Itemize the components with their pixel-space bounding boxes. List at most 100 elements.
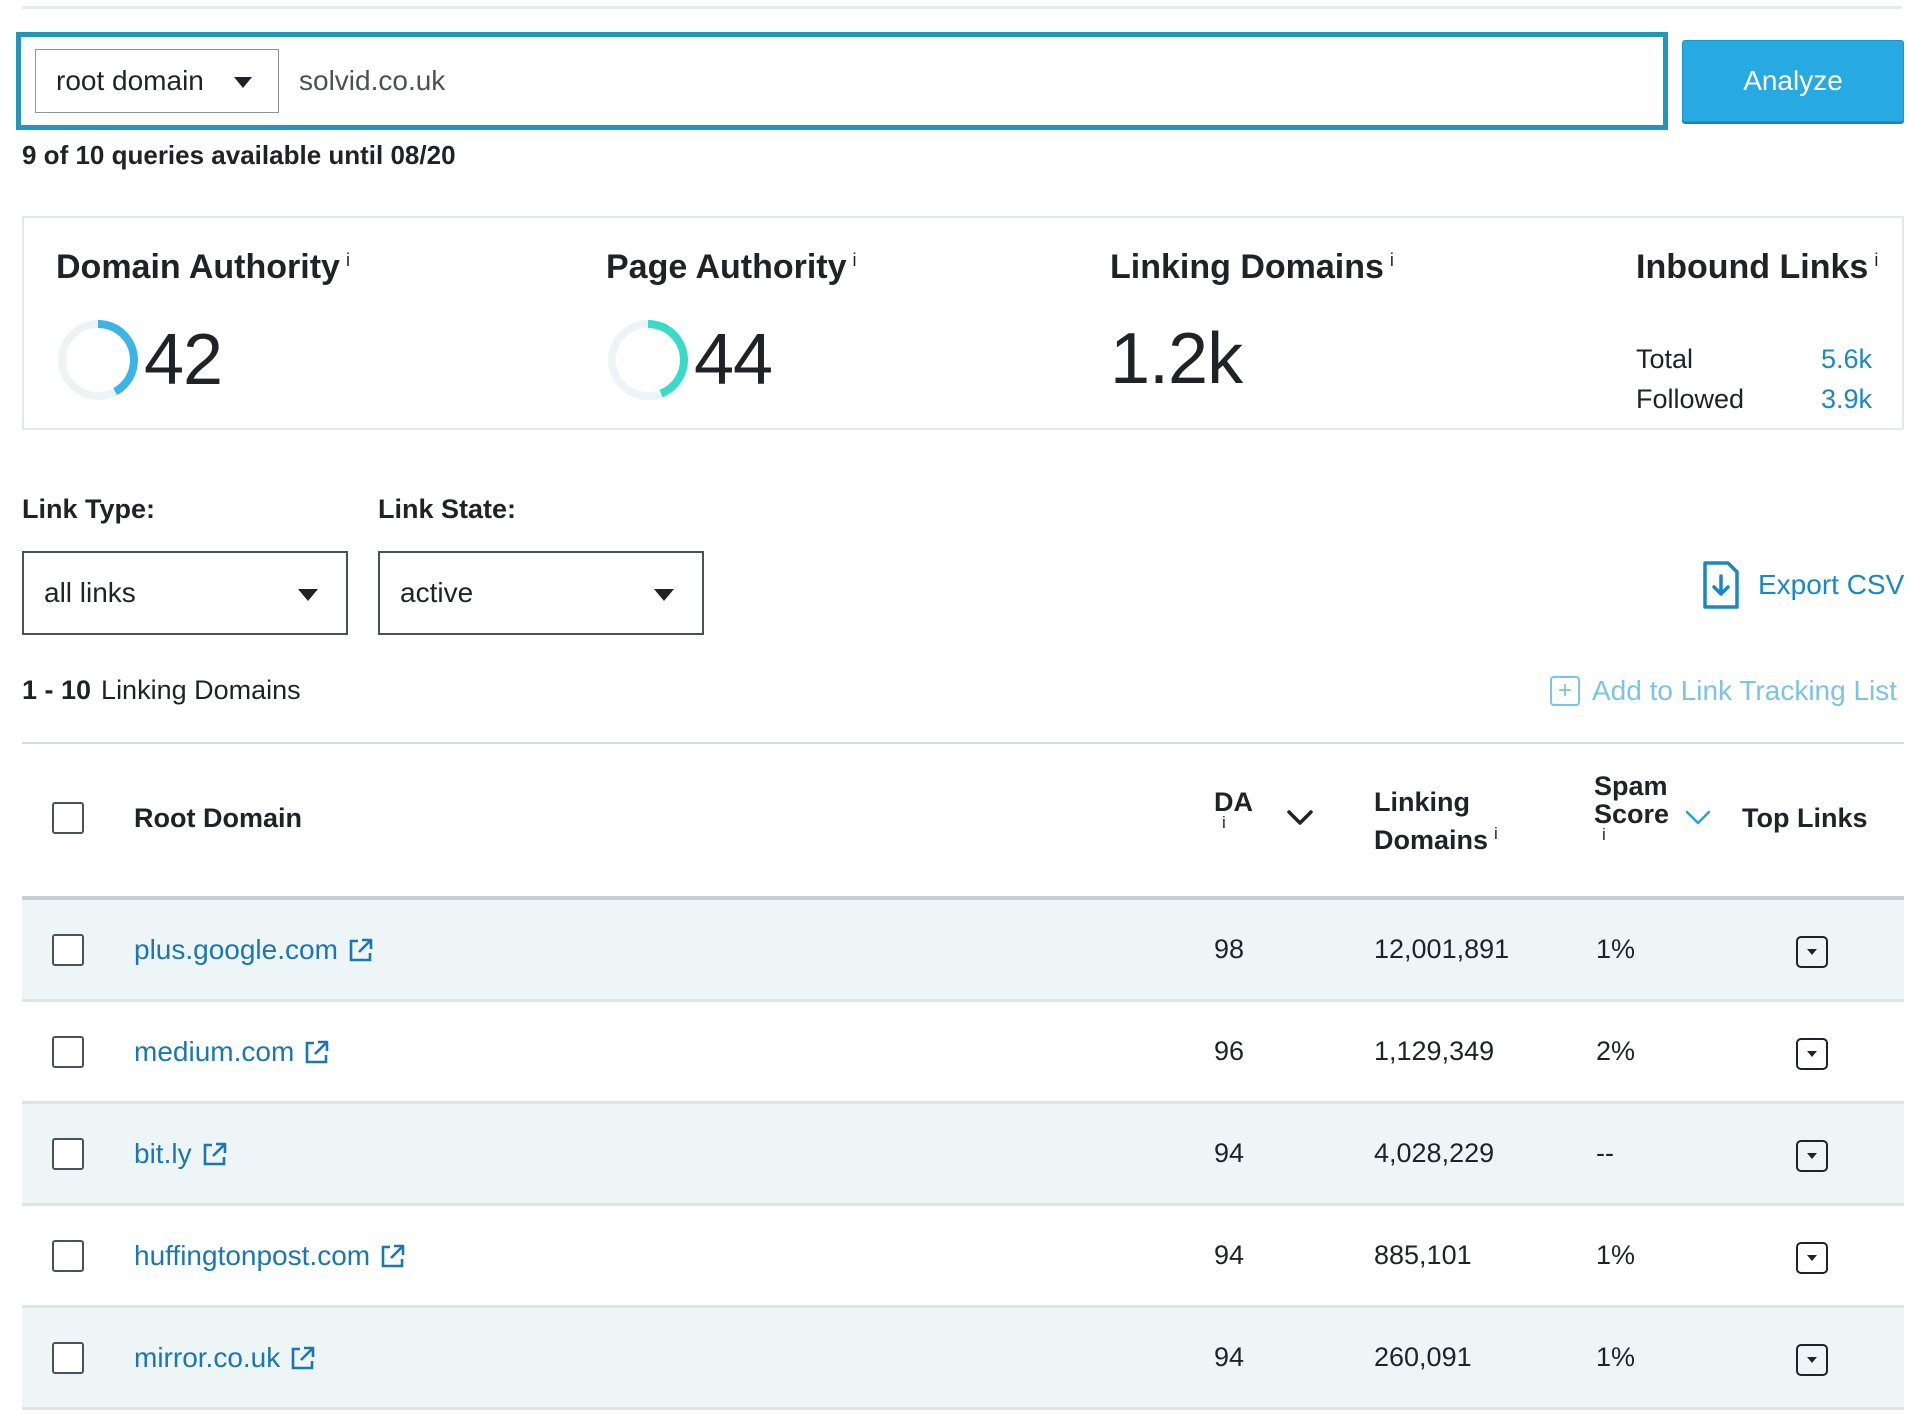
page-authority-title: Page Authority [606,248,847,286]
root-domain-link[interactable]: mirror.co.uk [134,1342,316,1374]
caret-down-icon [1807,949,1817,955]
external-link-icon[interactable] [202,1141,228,1167]
inbound-links-metric: Inbound Links i Total 5.6k Followed 3.9k [1636,248,1879,414]
page-authority-metric: Page Authority i 44 [606,248,857,400]
external-link-icon[interactable] [304,1039,330,1065]
domain-authority-gauge [58,320,138,400]
linking-domains-value: 1.2k [1110,319,1243,399]
top-links-expand-button[interactable] [1796,1242,1828,1274]
search-bar: root domain [16,32,1668,130]
column-top-links: Top Links [1742,803,1868,833]
caret-down-icon [234,77,252,88]
select-all-checkbox[interactable] [52,802,84,834]
add-to-tracking-button[interactable]: + Add to Link Tracking List [1550,675,1897,707]
info-icon[interactable]: i [1389,249,1394,270]
info-icon[interactable]: i [1602,825,1606,844]
info-icon[interactable]: i [1494,824,1498,843]
page-authority-value: 44 [694,320,773,400]
inbound-total-label: Total [1636,344,1694,374]
spam-score-value: 1% [1596,1240,1636,1270]
column-root-domain[interactable]: Root Domain [134,803,302,833]
column-spam-score[interactable]: Spam Score i [1594,771,1670,844]
link-type-dropdown[interactable]: all links [22,551,348,635]
inbound-followed-value[interactable]: 3.9k [1820,384,1872,414]
link-state-label: Link State: [378,494,517,524]
root-domain-text: bit.ly [134,1138,192,1169]
row-checkbox[interactable] [52,1240,84,1272]
row-checkbox[interactable] [52,1138,84,1170]
analyze-button[interactable]: Analyze [1682,40,1904,122]
top-divider [22,6,1902,9]
column-linking-domains-line2: Domains [1374,825,1489,855]
linking-domains-title: Linking Domains [1110,248,1384,286]
column-da[interactable]: DA i [1214,787,1253,832]
download-file-icon [1703,561,1739,609]
results-range-label: Linking Domains [101,675,301,705]
caret-down-icon [298,589,318,601]
results-range-count: 1 - 10 [22,675,92,705]
top-links-expand-button[interactable] [1796,936,1828,968]
info-icon[interactable]: i [852,249,857,270]
link-state-value: active [400,577,474,608]
scope-dropdown-value: root domain [56,65,204,96]
linking-domains-value: 12,001,891 [1374,934,1510,964]
sort-descending-icon[interactable] [1286,808,1314,828]
spam-score-value: 1% [1596,1342,1636,1372]
export-csv-label: Export CSV [1758,569,1905,600]
column-linking-domains-line1: Linking [1374,787,1470,817]
scope-dropdown[interactable]: root domain [35,49,279,113]
page-authority-gauge [608,320,688,400]
table-header: Root Domain DA i Linking Domains i Spam S… [22,744,1904,896]
search-input[interactable] [299,51,1639,111]
linking-domains-value: 4,028,229 [1374,1138,1495,1168]
info-icon[interactable]: i [1222,813,1226,832]
external-link-icon[interactable] [290,1345,316,1371]
root-domain-text: plus.google.com [134,934,338,965]
link-type-value: all links [44,577,136,608]
row-checkbox[interactable] [52,1036,84,1068]
spam-score-value: 2% [1596,1036,1636,1066]
info-icon[interactable]: i [345,249,350,270]
top-links-expand-button[interactable] [1796,1344,1828,1376]
row-checkbox[interactable] [52,1342,84,1374]
inbound-total-value[interactable]: 5.6k [1820,344,1872,374]
table-row: bit.ly 94 4,028,229 -- [22,1104,1904,1206]
inbound-followed-label: Followed [1636,384,1745,414]
plus-icon: + [1550,676,1580,706]
linking-domains-value: 1,129,349 [1374,1036,1495,1066]
caret-down-icon [1807,1051,1817,1057]
column-spam-score-line2: Score [1594,799,1670,829]
root-domain-link[interactable]: plus.google.com [134,934,374,966]
info-icon[interactable]: i [1874,249,1879,270]
table-row: plus.google.com 98 12,001,891 1% [22,900,1904,1002]
root-domain-text: mirror.co.uk [134,1342,281,1373]
external-link-icon[interactable] [348,937,374,963]
column-da-label: DA [1214,787,1253,817]
top-links-expand-button[interactable] [1796,1140,1828,1172]
add-to-tracking-label: Add to Link Tracking List [1592,675,1898,706]
top-links-expand-button[interactable] [1796,1038,1828,1070]
da-value: 98 [1214,934,1245,964]
da-value: 94 [1214,1240,1245,1270]
column-spam-score-line1: Spam [1594,771,1668,801]
root-domain-link[interactable]: huffingtonpost.com [134,1240,406,1272]
row-checkbox[interactable] [52,934,84,966]
results-range: 1 - 10 Linking Domains [22,675,301,706]
table-row: mirror.co.uk 94 260,091 1% [22,1308,1904,1410]
root-domain-text: medium.com [134,1036,295,1067]
link-state-dropdown[interactable]: active [378,551,704,635]
spam-score-value: 1% [1596,934,1636,964]
spam-score-value: -- [1596,1138,1614,1168]
domain-authority-value: 42 [144,320,223,400]
column-linking-domains[interactable]: Linking Domains i [1374,786,1498,856]
external-link-icon[interactable] [380,1243,406,1269]
root-domain-link[interactable]: bit.ly [134,1138,228,1170]
table-row: huffingtonpost.com 94 885,101 1% [22,1206,1904,1308]
metrics-card: Domain Authority i 42 Page Authority i 44 … [22,216,1904,430]
table-header-border [22,896,1904,900]
sort-icon[interactable] [1684,808,1712,828]
link-type-label: Link Type: [22,494,156,524]
export-csv-button[interactable]: Export CSV [1702,560,1904,610]
da-value: 94 [1214,1138,1245,1168]
root-domain-link[interactable]: medium.com [134,1036,330,1068]
